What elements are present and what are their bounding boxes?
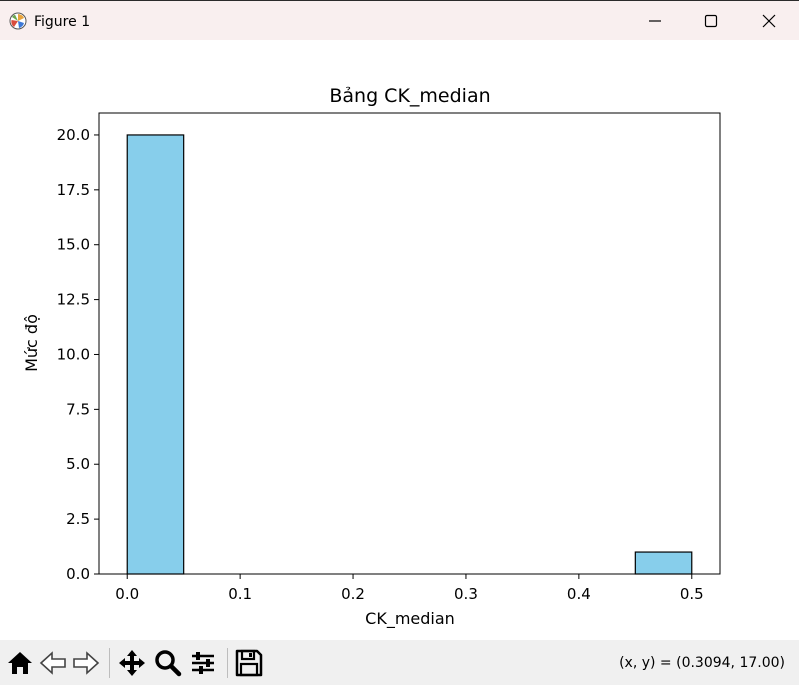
y-tick-label: 20.0 — [57, 126, 90, 144]
y-tick-label: 15.0 — [57, 236, 90, 254]
x-tick-label: 0.5 — [680, 585, 704, 603]
y-tick-label: 10.0 — [57, 345, 90, 363]
back-button[interactable] — [38, 648, 68, 678]
y-tick-label: 12.5 — [57, 291, 90, 309]
x-tick-label: 0.4 — [567, 585, 591, 603]
y-tick-label: 17.5 — [57, 181, 90, 199]
y-tick-label: 7.5 — [66, 400, 90, 418]
close-icon — [762, 14, 776, 28]
x-axis-label: CK_median — [365, 609, 455, 629]
axes-frame — [98, 112, 721, 575]
chart-title: Bảng CK_median — [329, 85, 490, 107]
y-tick-label: 2.5 — [66, 510, 90, 528]
configure-subplots-icon — [192, 652, 214, 674]
maximize-icon — [704, 14, 718, 28]
x-axis-ticks: 0.0 0.1 0.2 0.3 0.4 0.5 — [115, 574, 704, 603]
cursor-coordinates: (x, y) = (0.3094, 17.00) — [619, 655, 785, 671]
matplotlib-logo-icon — [9, 12, 27, 30]
close-button[interactable] — [741, 1, 797, 41]
home-button[interactable] — [5, 648, 35, 678]
save-button[interactable] — [234, 648, 264, 678]
minimize-icon — [649, 20, 661, 22]
pan-move-icon — [119, 650, 145, 676]
zoom-magnifier-icon — [155, 650, 182, 677]
configure-subplots-button[interactable] — [188, 648, 218, 678]
y-axis-label: Mức độ — [22, 314, 41, 372]
forward-button[interactable] — [71, 648, 101, 678]
x-tick-label: 0.0 — [115, 585, 139, 603]
home-icon — [8, 652, 32, 674]
window-title: Figure 1 — [34, 14, 91, 30]
y-tick-label: 5.0 — [66, 455, 90, 473]
y-axis-ticks: 0.0 2.5 5.0 7.5 10.0 12.5 15.0 17.5 20.0 — [57, 126, 99, 583]
y-tick-label: 0.0 — [66, 565, 90, 583]
toolbar-separator — [227, 648, 228, 678]
toolbar-separator — [109, 648, 110, 678]
x-tick-label: 0.1 — [228, 585, 252, 603]
title-bar: Figure 1 — [0, 0, 799, 40]
forward-arrow-icon — [73, 651, 100, 675]
x-tick-label: 0.3 — [454, 585, 478, 603]
save-floppy-icon — [235, 649, 263, 677]
maximize-button[interactable] — [683, 1, 739, 41]
histogram-bar-0 — [126, 134, 185, 575]
back-arrow-icon — [39, 651, 66, 675]
navigation-toolbar: (x, y) = (0.3094, 17.00) — [0, 640, 799, 685]
zoom-button[interactable] — [153, 648, 183, 678]
pan-button[interactable] — [117, 648, 147, 678]
figure-canvas[interactable]: Bảng CK_median 0.0 0.1 0.2 0.3 0.4 0.5 0.0 2.5… — [0, 40, 799, 640]
x-tick-label: 0.2 — [341, 585, 365, 603]
histogram-bar-9 — [634, 551, 693, 575]
bar-group — [126, 134, 693, 575]
minimize-button[interactable] — [627, 1, 683, 41]
